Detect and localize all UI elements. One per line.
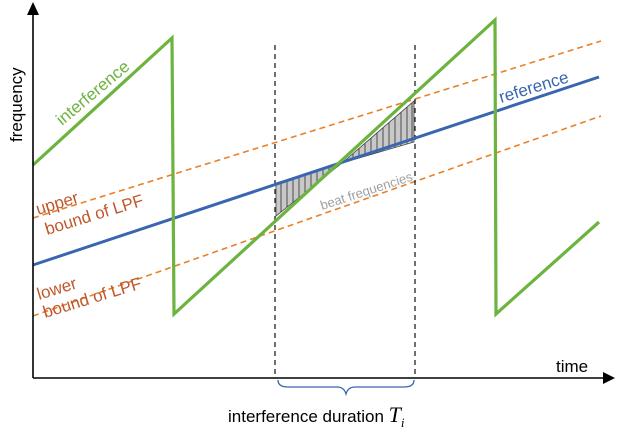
x-axis-label: time [556,357,588,376]
beat-region-right [341,100,415,164]
duration-brace [277,379,415,397]
interference-label: interference [52,57,133,129]
x-axis-arrow [603,372,615,384]
upper-lpf-bound-line [32,40,602,219]
beat-frequencies-label: beat frequencies [318,169,415,213]
duration-symbol: T [389,402,403,427]
lower-lpf-bound-line [32,115,602,317]
duration-label-text: interference duration [228,407,389,426]
reference-label: reference [497,68,571,107]
y-axis-label: frequency [7,67,26,142]
duration-label: interference duration Ti [228,402,405,430]
duration-subscript: i [401,415,405,430]
y-axis-arrow [27,2,39,15]
interference-sawtooth [31,16,601,318]
axes [27,2,615,384]
reference-line [32,75,600,267]
